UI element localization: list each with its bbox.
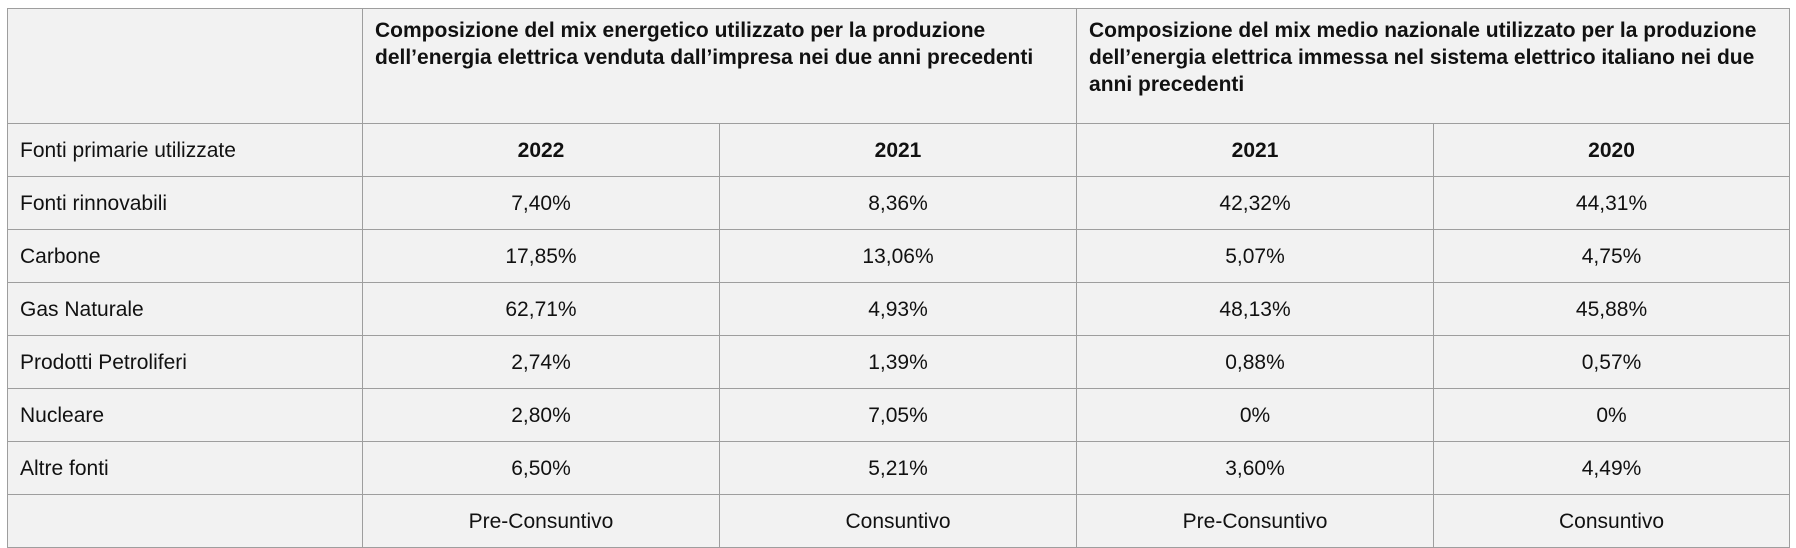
value-cell: 6,50% xyxy=(362,441,720,495)
value-cell: 13,06% xyxy=(718,229,1078,283)
value-cell: 45,88% xyxy=(1433,282,1791,336)
year-row: Fonti primarie utilizzate 2022 2021 2021… xyxy=(7,123,1791,177)
value-cell: 0% xyxy=(1076,388,1435,442)
year-cell: 2021 xyxy=(718,123,1078,177)
source-name: Prodotti Petroliferi xyxy=(7,335,363,389)
value-cell: 62,71% xyxy=(362,282,720,336)
company-mix-header: Composizione del mix energetico utilizza… xyxy=(361,8,1078,124)
status-row: Pre-Consuntivo Consuntivo Pre-Consuntivo… xyxy=(7,494,1791,548)
national-mix-header: Composizione del mix medio nazionale uti… xyxy=(1076,8,1791,124)
year-cell: 2021 xyxy=(1076,123,1435,177)
source-name: Carbone xyxy=(7,229,363,283)
value-cell: 4,93% xyxy=(718,282,1078,336)
status-cell: Consuntivo xyxy=(1433,494,1791,548)
value-cell: 2,80% xyxy=(362,388,720,442)
value-cell: 7,05% xyxy=(718,388,1078,442)
value-cell: 42,32% xyxy=(1076,176,1435,230)
status-cell: Pre-Consuntivo xyxy=(362,494,720,548)
table-row: Prodotti Petroliferi 2,74% 1,39% 0,88% 0… xyxy=(7,335,1791,389)
sources-label: Fonti primarie utilizzate xyxy=(7,123,363,177)
year-cell: 2020 xyxy=(1433,123,1791,177)
value-cell: 5,21% xyxy=(718,441,1078,495)
header-row: Composizione del mix energetico utilizza… xyxy=(7,8,1791,124)
value-cell: 2,74% xyxy=(362,335,720,389)
value-cell: 4,49% xyxy=(1433,441,1791,495)
value-cell: 17,85% xyxy=(362,229,720,283)
status-empty-cell xyxy=(7,494,363,548)
status-cell: Pre-Consuntivo xyxy=(1076,494,1435,548)
value-cell: 1,39% xyxy=(718,335,1078,389)
status-cell: Consuntivo xyxy=(718,494,1078,548)
value-cell: 48,13% xyxy=(1076,282,1435,336)
value-cell: 4,75% xyxy=(1433,229,1791,283)
value-cell: 0,88% xyxy=(1076,335,1435,389)
value-cell: 7,40% xyxy=(362,176,720,230)
source-name: Altre fonti xyxy=(7,441,363,495)
table-row: Altre fonti 6,50% 5,21% 3,60% 4,49% xyxy=(7,441,1791,495)
value-cell: 3,60% xyxy=(1076,441,1435,495)
value-cell: 44,31% xyxy=(1433,176,1791,230)
energy-mix-table: Composizione del mix energetico utilizza… xyxy=(7,8,1791,548)
value-cell: 5,07% xyxy=(1076,229,1435,283)
table-row: Nucleare 2,80% 7,05% 0% 0% xyxy=(7,388,1791,442)
table-row: Gas Naturale 62,71% 4,93% 48,13% 45,88% xyxy=(7,282,1791,336)
header-empty-cell xyxy=(7,8,363,124)
year-cell: 2022 xyxy=(362,123,720,177)
value-cell: 8,36% xyxy=(718,176,1078,230)
value-cell: 0,57% xyxy=(1433,335,1791,389)
source-name: Fonti rinnovabili xyxy=(7,176,363,230)
table-row: Fonti rinnovabili 7,40% 8,36% 42,32% 44,… xyxy=(7,176,1791,230)
source-name: Nucleare xyxy=(7,388,363,442)
table-row: Carbone 17,85% 13,06% 5,07% 4,75% xyxy=(7,229,1791,283)
source-name: Gas Naturale xyxy=(7,282,363,336)
value-cell: 0% xyxy=(1433,388,1791,442)
